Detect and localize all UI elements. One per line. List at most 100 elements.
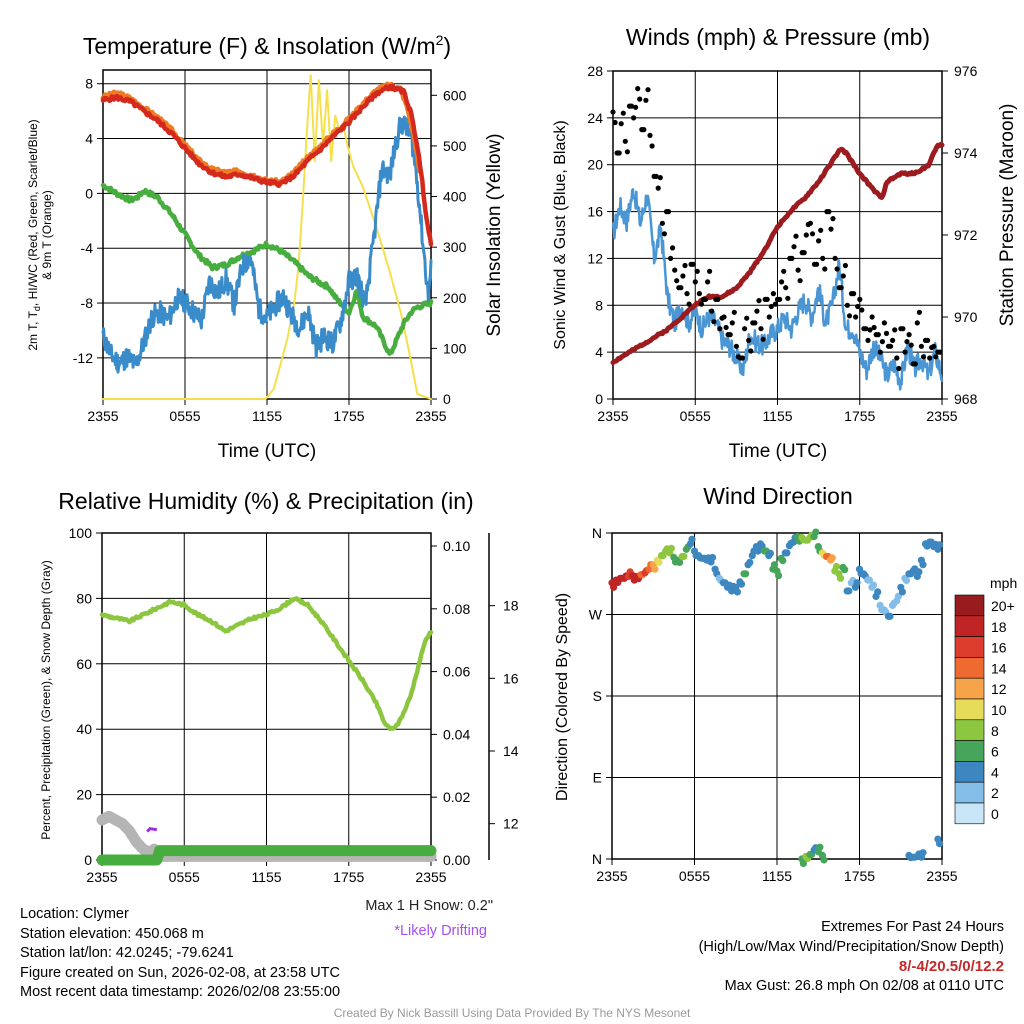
y-tick-label: 20	[76, 787, 92, 803]
y2-tick-label: 970	[954, 309, 978, 325]
gust-point	[875, 332, 881, 338]
gust-point	[871, 324, 877, 331]
direction-point	[754, 547, 762, 555]
gust-point	[890, 337, 896, 343]
y-axis-label: Percent, Precipitation (Green), & Snow D…	[39, 560, 53, 839]
gust-point	[896, 365, 902, 372]
direction-point	[812, 528, 820, 536]
direction-point	[709, 553, 717, 562]
gust-point	[682, 262, 688, 269]
gust-point	[906, 332, 912, 338]
y-tick-label: 100	[69, 525, 93, 541]
x-tick-label: 1755	[844, 868, 875, 884]
gust-point	[692, 279, 698, 285]
gust-point	[760, 336, 766, 342]
x-axis-label: Time (UTC)	[218, 441, 317, 462]
y-tick-label: -4	[81, 240, 94, 256]
drifting-annotation: *Likely Drifting	[394, 923, 487, 939]
gust-point	[674, 278, 680, 284]
gust-point	[672, 267, 678, 273]
y-tick-label: 4	[85, 131, 93, 147]
gust-point	[770, 291, 777, 297]
drifting-mark	[146, 827, 158, 833]
y2-axis-label: Solar Insolation (Yellow)	[484, 133, 505, 336]
gust-point	[690, 261, 696, 267]
gust-point	[705, 279, 711, 285]
direction-point	[688, 535, 696, 543]
gust-point	[869, 314, 875, 320]
direction-point	[915, 568, 923, 576]
gust-point	[826, 209, 832, 215]
legend-label: 2	[991, 785, 999, 801]
x-tick-label: 2355	[596, 868, 627, 884]
snow-tick-label: 14	[503, 743, 519, 759]
gust-point	[643, 97, 649, 103]
gust-point	[612, 119, 618, 126]
gust-point	[655, 185, 661, 191]
gust-point	[830, 216, 836, 222]
gust-point	[795, 267, 801, 273]
y-tick-label: 16	[587, 204, 603, 220]
y-tick-label: 20	[587, 157, 603, 173]
gust-point	[937, 349, 943, 355]
gust-point	[838, 285, 844, 291]
gust-point	[842, 262, 849, 269]
legend-swatch	[954, 615, 985, 637]
direction-point	[746, 558, 754, 567]
direction-point	[828, 554, 836, 562]
gust-point	[620, 110, 626, 116]
gust-point	[680, 273, 686, 279]
x-tick-label: 0555	[169, 408, 200, 424]
direction-point	[935, 541, 944, 549]
gust-point	[647, 132, 653, 138]
gust-point	[628, 103, 635, 109]
direction-point	[853, 579, 861, 587]
station-info: Location: Clymer Station elevation: 450.…	[20, 905, 340, 1003]
gust-point	[766, 314, 772, 320]
gust-point	[631, 115, 637, 121]
gust-point	[694, 268, 700, 274]
gust-point	[772, 301, 779, 307]
gust-point	[855, 303, 861, 310]
direction-point	[898, 588, 907, 596]
x-tick-label: 2355	[415, 408, 446, 424]
legend-title: mph	[990, 575, 1017, 591]
y-tick-label: N	[592, 851, 602, 867]
gust-point	[665, 209, 672, 215]
gust-point	[783, 285, 789, 291]
precip-tick-label: 0.02	[443, 789, 470, 805]
legend-label: 20+	[991, 598, 1015, 614]
direction-point	[676, 558, 684, 567]
x-tick-label: 0555	[169, 869, 200, 885]
legend-label: 12	[991, 681, 1007, 697]
gust-point	[908, 342, 914, 348]
gust-point	[635, 86, 641, 92]
snow-tick-label: 12	[503, 816, 519, 832]
gust-point	[916, 309, 923, 315]
gust-point	[912, 361, 918, 367]
gust-point	[698, 301, 705, 307]
direction-point	[836, 574, 845, 582]
windchill-line	[101, 115, 433, 374]
gust-point	[684, 291, 690, 297]
insolation-line	[102, 74, 432, 400]
gust-point	[707, 268, 713, 274]
y-tick-label: 8	[595, 297, 603, 313]
gust-point	[729, 320, 735, 326]
direction-point	[902, 576, 911, 585]
y-tick-label: -12	[73, 350, 93, 366]
legend-swatch	[954, 802, 985, 825]
gust-point	[877, 349, 883, 355]
station-latlon: Station lat/lon: 42.0245; -79.6241	[20, 945, 234, 961]
chart-title: Winds (mph) & Pressure (mb)	[626, 24, 930, 50]
gust-point	[927, 355, 933, 361]
gust-point	[649, 143, 655, 149]
gust-point	[832, 255, 838, 261]
gust-point	[859, 307, 865, 313]
y2-tick-label: 600	[443, 87, 467, 103]
direction-point	[783, 549, 791, 557]
gust-point	[661, 231, 668, 237]
direction-point	[799, 859, 808, 868]
